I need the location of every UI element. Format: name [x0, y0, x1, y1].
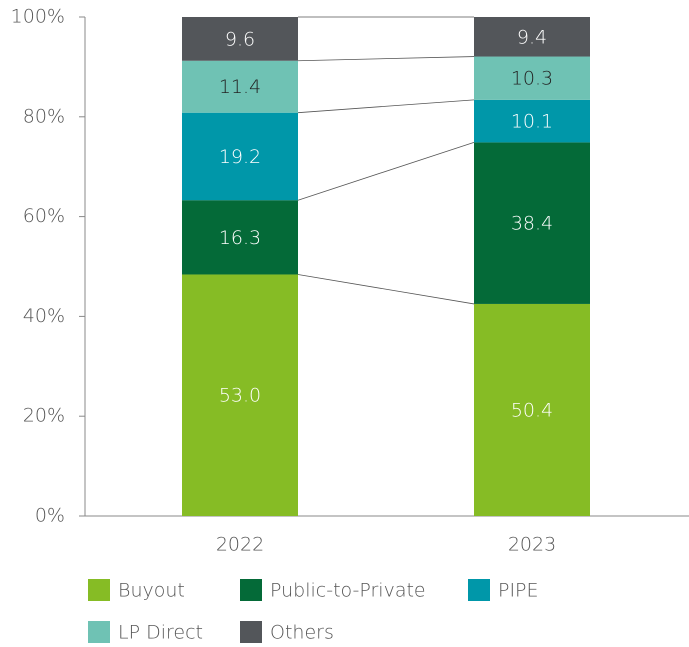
y-tick-label: 100% [11, 6, 65, 28]
legend-label: Public-to-Private [270, 580, 426, 602]
data-label: 50.4 [511, 399, 553, 421]
connector [297, 274, 475, 305]
bar-segment [182, 200, 298, 275]
legend-label: LP Direct [118, 622, 203, 644]
data-label: 10.1 [511, 111, 553, 133]
connector [297, 99, 475, 114]
legend-swatch [88, 579, 110, 601]
data-label: 10.3 [511, 68, 553, 90]
bar-segment [474, 17, 590, 57]
data-label: 19.2 [219, 146, 261, 168]
connector [297, 56, 475, 62]
data-label: 9.6 [225, 28, 255, 50]
bar-segment [474, 303, 590, 516]
bar-segment [182, 60, 298, 113]
legend-swatch [88, 621, 110, 643]
y-tick-label: 60% [23, 205, 65, 227]
connector [297, 142, 475, 201]
data-label: 16.3 [219, 227, 261, 249]
bar-segment [474, 56, 590, 100]
data-label: 53.0 [219, 385, 261, 407]
legend-swatch [240, 621, 262, 643]
bar-segment [474, 99, 590, 143]
bar-segment [182, 17, 298, 61]
y-tick-label: 0% [35, 505, 65, 527]
legend-label: Others [270, 622, 334, 644]
x-tick-label: 2022 [216, 534, 264, 556]
y-tick-label: 20% [23, 405, 65, 427]
legend-swatch [240, 579, 262, 601]
x-tick-label: 2023 [508, 534, 556, 556]
data-label: 9.4 [517, 26, 547, 48]
bar-segment [182, 112, 298, 201]
y-tick-label: 40% [23, 305, 65, 327]
legend-swatch [468, 579, 490, 601]
legend-label: PIPE [498, 580, 539, 602]
data-label: 38.4 [511, 213, 553, 235]
bar-segment [474, 142, 590, 304]
y-tick-label: 80% [23, 105, 65, 127]
bar-segment [182, 274, 298, 516]
legend-label: Buyout [118, 580, 185, 602]
data-label: 11.4 [219, 76, 261, 98]
